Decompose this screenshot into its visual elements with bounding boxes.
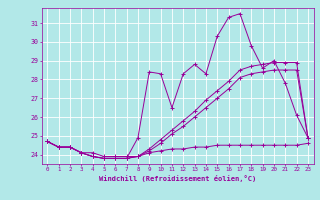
X-axis label: Windchill (Refroidissement éolien,°C): Windchill (Refroidissement éolien,°C) [99, 175, 256, 182]
